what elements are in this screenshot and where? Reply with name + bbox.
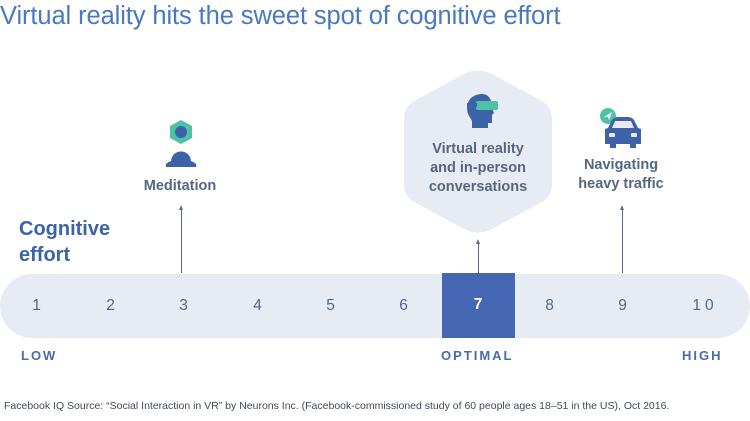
meditation-person-icon bbox=[166, 120, 196, 167]
page-title: Virtual reality hits the sweet spot of c… bbox=[0, 2, 561, 30]
vr-label-line-2: and in-person bbox=[430, 160, 526, 176]
scale-number-4: 4 bbox=[253, 297, 263, 314]
range-label-low: LOW bbox=[21, 348, 58, 363]
scale-number-9: 9 bbox=[618, 297, 628, 314]
traffic-connector-arrow bbox=[620, 205, 624, 210]
vr-connector-line bbox=[478, 242, 479, 273]
traffic-label-line-1: Navigating bbox=[583, 157, 659, 173]
range-label-high: HIGH bbox=[682, 348, 723, 363]
vr-label-line-1: Virtual reality bbox=[432, 141, 524, 157]
scale-number-8: 8 bbox=[545, 297, 555, 314]
source-footnote: Facebook IQ Source: “Social Interaction … bbox=[4, 400, 670, 412]
traffic-label-line-2: heavy traffic bbox=[578, 176, 664, 192]
optimal-highlight-box: 7 bbox=[442, 273, 515, 338]
scale-number-1: 1 bbox=[32, 297, 42, 314]
optimal-hexagon bbox=[404, 70, 552, 233]
traffic-connector-line bbox=[622, 208, 623, 273]
scale-number-7: 7 bbox=[473, 296, 484, 313]
vr-label: Virtual reality and in-person conversati… bbox=[403, 140, 553, 197]
range-label-optimal: OPTIMAL bbox=[441, 348, 514, 363]
car-navigation-icon bbox=[600, 108, 641, 148]
scale-number-3: 3 bbox=[179, 297, 189, 314]
scale-bar bbox=[0, 274, 750, 338]
scale-number-5: 5 bbox=[326, 297, 336, 314]
axis-title: Cognitive effort bbox=[19, 218, 111, 266]
meditation-connector-arrow bbox=[179, 205, 183, 210]
vr-headset-person-icon bbox=[467, 94, 498, 128]
scale-number-10: 10 bbox=[692, 297, 718, 314]
vr-label-line-3: conversations bbox=[428, 179, 528, 195]
vr-connector-arrow bbox=[476, 239, 480, 244]
meditation-label-line-1: Meditation bbox=[143, 178, 217, 194]
meditation-label: Meditation bbox=[120, 177, 240, 196]
traffic-label: Navigating heavy traffic bbox=[556, 156, 686, 194]
scale-number-6: 6 bbox=[399, 297, 409, 314]
meditation-connector-line bbox=[181, 208, 182, 273]
scale-number-2: 2 bbox=[106, 297, 116, 314]
